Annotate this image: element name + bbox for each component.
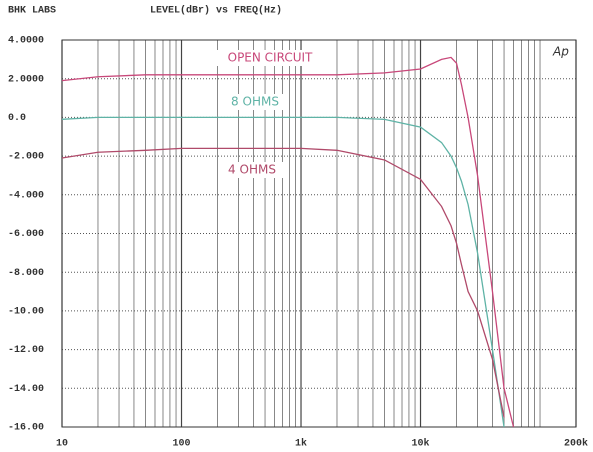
y-tick-label: -14.00 xyxy=(8,384,44,395)
y-tick-label: -12.00 xyxy=(8,345,44,356)
x-tick-label: 1k xyxy=(295,438,307,450)
series-line xyxy=(61,147,505,418)
logo: Ap xyxy=(552,45,569,59)
y-tick-label: -10.00 xyxy=(8,307,44,318)
series-label: 4 OHMS xyxy=(228,163,276,177)
chart-title: LEVEL(dBr) vs FREQ(Hz) xyxy=(150,5,282,17)
y-tick-label: -6.000 xyxy=(8,229,44,240)
x-tick-label: 200k xyxy=(564,438,588,450)
series-line xyxy=(61,116,505,428)
x-tick-label: 10 xyxy=(56,439,68,450)
x-tick-label: 10k xyxy=(412,438,430,450)
series-label: 8 OHMS xyxy=(231,95,279,109)
label-background xyxy=(223,94,287,110)
y-tick-label: 0.0 xyxy=(8,113,26,124)
series-label: OPEN CIRCUIT xyxy=(228,51,313,65)
y-tick-label: -8.000 xyxy=(8,268,44,279)
y-tick-label: 2.0000 xyxy=(8,74,44,85)
y-tick-label: -2.000 xyxy=(8,152,44,163)
header-left: BHK LABS xyxy=(8,6,56,17)
y-tick-label: -4.000 xyxy=(8,190,44,201)
y-tick-label: -16.00 xyxy=(8,423,44,434)
label-background xyxy=(220,162,284,178)
y-tick-label: 4.0000 xyxy=(8,36,44,47)
plot-frame xyxy=(61,39,577,428)
label-background xyxy=(210,50,330,66)
series-line xyxy=(61,56,515,428)
x-tick-label: 100 xyxy=(172,439,190,450)
